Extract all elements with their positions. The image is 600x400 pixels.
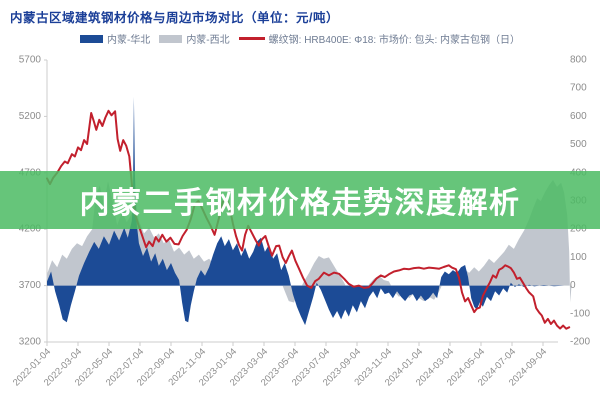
legend-swatch-xibei-icon: [159, 34, 183, 43]
right-axis-label: 100: [570, 252, 587, 263]
line-rebar-price: [46, 109, 571, 330]
right-axis-label: 200: [570, 224, 587, 235]
left-axis-label: 3700: [19, 280, 42, 291]
right-axis-label: 600: [570, 111, 587, 122]
legend-item-rebar-price: 螺纹钢: HRB400E: Φ18: 市场价: 包头: 内蒙古包钢（日）: [238, 31, 521, 46]
legend-label-huabei: 内蒙-华北: [106, 35, 151, 46]
legend-item-neimeng-huabei: 内蒙-华北: [79, 31, 151, 46]
right-axis-label: -100: [570, 308, 590, 319]
right-axis-label: 500: [570, 139, 587, 150]
left-axis-label: 4200: [19, 224, 42, 235]
legend-swatch-huabei-icon: [79, 34, 103, 43]
chart-title: 内蒙古区域建筑钢材价格与周边市场对比（单位：元/吨）: [10, 11, 339, 25]
legend-swatch-rebar-line-icon: [238, 37, 265, 40]
right-axis-label: 800: [570, 55, 587, 66]
right-axis-label: 0: [570, 280, 576, 291]
left-axis-label: 3200: [19, 337, 42, 348]
left-axis-label: 5700: [19, 55, 42, 66]
headline-banner: 内蒙二手钢材价格走势深度解析: [0, 171, 600, 229]
chart-legend: 内蒙-华北 内蒙-西北 螺纹钢: HRB400E: Φ18: 市场价: 包头: …: [0, 31, 600, 46]
headline-text: 内蒙二手钢材价格走势深度解析: [79, 187, 521, 220]
legend-label-xibei: 内蒙-西北: [186, 35, 230, 46]
legend-label-rebar: 螺纹钢: HRB400E: Φ18: 市场价: 包头: 内蒙古包钢（日）: [268, 35, 521, 46]
area-neimeng-xibei: [47, 179, 572, 303]
right-axis-label: -200: [570, 337, 590, 348]
legend-item-neimeng-xibei: 内蒙-西北: [159, 31, 230, 46]
left-axis-label: 5200: [19, 111, 42, 122]
right-axis-label: 700: [570, 83, 587, 94]
